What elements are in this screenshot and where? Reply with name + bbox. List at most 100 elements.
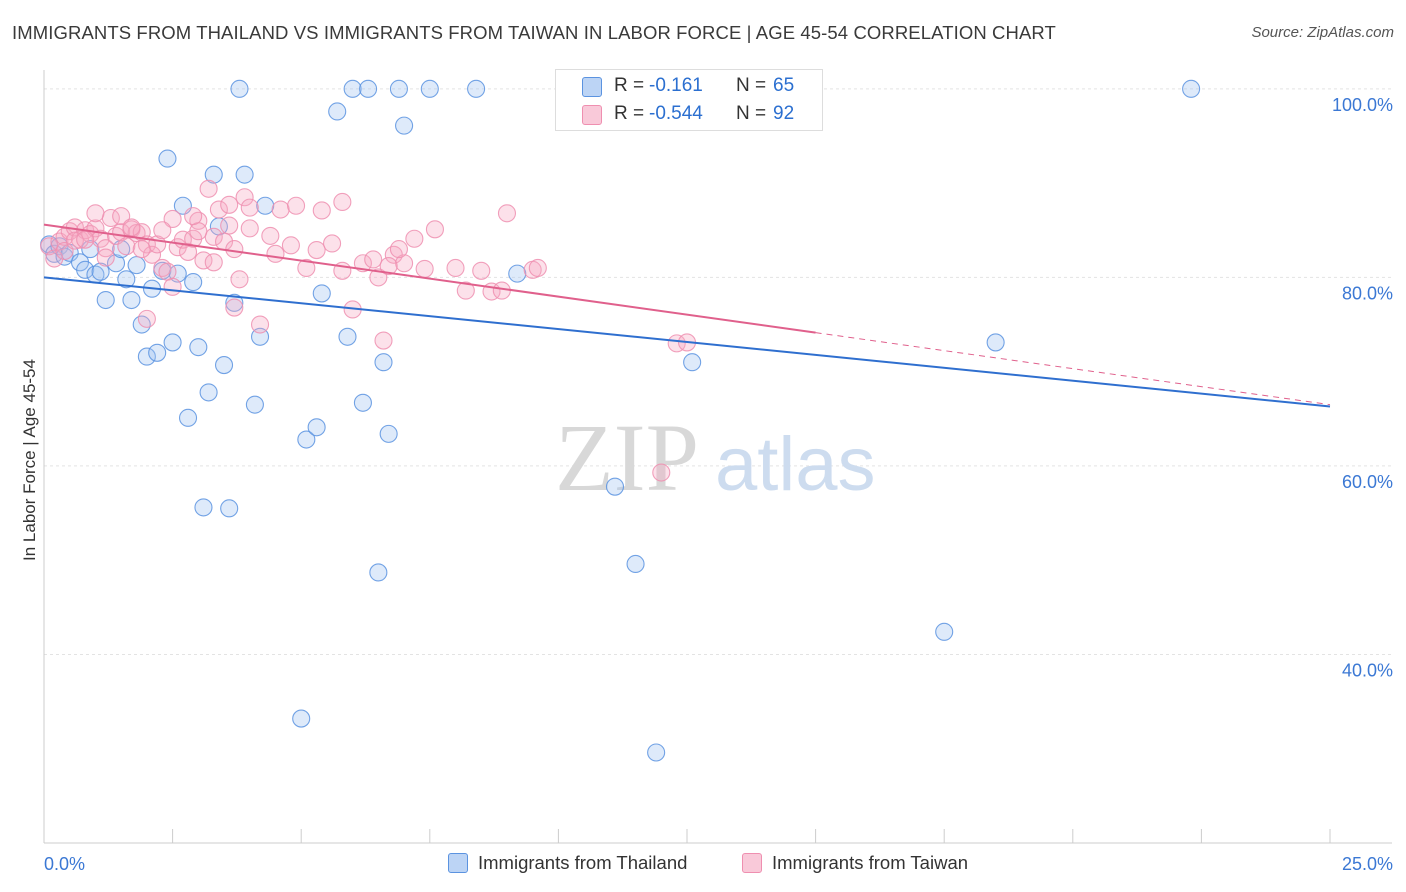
taiwan-point — [492, 281, 511, 300]
taiwan-point — [86, 204, 105, 223]
taiwan-point — [230, 270, 249, 289]
thailand-point — [106, 254, 126, 273]
thailand-point — [292, 709, 311, 728]
thailand-point — [204, 165, 223, 184]
thailand-point — [158, 149, 177, 168]
taiwan-point — [446, 258, 465, 278]
y-tick-label: 40.0% — [1342, 660, 1393, 680]
taiwan-point — [287, 196, 306, 215]
taiwan-point — [425, 220, 444, 239]
taiwan-point — [333, 192, 352, 212]
thailand-point — [1182, 79, 1201, 98]
thailand-point — [420, 79, 439, 98]
thailand-point — [117, 270, 136, 289]
y-axis-label: In Labor Force | Age 45-54 — [20, 359, 39, 561]
legend-item-taiwan[interactable]: Immigrants from Taiwan — [742, 852, 968, 874]
taiwan-trend-line — [43, 223, 816, 334]
thailand-point — [184, 273, 203, 292]
taiwan-point — [225, 240, 244, 259]
legend-swatch-thailand — [448, 853, 468, 873]
legend-label-taiwan: Immigrants from Taiwan — [772, 852, 969, 873]
stats-row-thailand: R = -0.161 N = 65 — [556, 73, 822, 101]
thailand-point — [250, 327, 270, 346]
taiwan-point — [189, 222, 208, 241]
taiwan-point — [112, 207, 131, 226]
legend-item-thailand[interactable]: Immigrants from Thailand — [448, 852, 687, 874]
stats-row-taiwan: R = -0.544 N = 92 — [556, 101, 822, 129]
axes — [43, 70, 1392, 844]
taiwan-point — [307, 241, 326, 260]
thailand-point — [374, 353, 393, 372]
taiwan-point — [142, 245, 162, 264]
taiwan-point — [415, 259, 434, 278]
taiwan-point — [45, 249, 64, 268]
stats-n-label: N = — [736, 75, 767, 96]
thailand-point — [297, 430, 316, 449]
taiwan-point — [353, 254, 372, 273]
taiwan-point — [266, 244, 285, 263]
taiwan-point — [204, 253, 223, 272]
legend: Immigrants from Thailand Immigrants from… — [0, 852, 1406, 878]
stats-r-label: R = — [614, 75, 645, 96]
taiwan-point — [652, 463, 671, 482]
taiwan-point — [395, 254, 414, 273]
taiwan-point — [225, 298, 244, 317]
chart-title: IMMIGRANTS FROM THAILAND VS IMMIGRANTS F… — [12, 22, 1056, 43]
stats-r-value: -0.161 — [649, 75, 703, 96]
thailand-point — [312, 284, 331, 303]
taiwan-point — [374, 331, 393, 350]
thailand-point — [225, 293, 244, 312]
taiwan-point — [281, 236, 300, 255]
taiwan-point — [240, 198, 259, 217]
y-tick-label: 100.0% — [1332, 95, 1393, 115]
taiwan-point — [261, 226, 280, 245]
stats-n-label: N = — [736, 103, 767, 124]
thailand-point — [359, 79, 378, 98]
taiwan-point — [472, 261, 491, 280]
thailand-point — [626, 554, 645, 574]
thailand-point — [178, 408, 198, 427]
taiwan-point — [297, 258, 316, 278]
taiwan-point — [117, 237, 136, 256]
thailand-point — [328, 102, 347, 121]
taiwan-point — [76, 230, 95, 249]
legend-swatch-taiwan — [742, 853, 762, 873]
thailand-point — [379, 424, 398, 443]
thailand-point — [256, 196, 275, 215]
thailand-point — [137, 347, 156, 366]
taiwan-point — [209, 200, 228, 219]
source-credit: Source: ZipAtlas.com — [1251, 24, 1394, 41]
thailand-point — [605, 477, 625, 496]
data-points — [40, 79, 1201, 762]
taiwan-point — [369, 268, 388, 287]
taiwan-point — [364, 250, 383, 269]
thailand-point — [230, 79, 249, 98]
x-tick-label: 0.0% — [44, 854, 85, 874]
taiwan-point — [163, 209, 182, 228]
tick-labels: 100.0% 80.0% 60.0% 40.0% 0.0% 25.0% — [44, 95, 1393, 874]
stats-swatch-thailand — [582, 77, 602, 97]
taiwan-point — [235, 188, 254, 207]
thailand-point — [148, 343, 167, 362]
taiwan-point — [70, 230, 90, 249]
taiwan-point — [312, 201, 331, 220]
thailand-point — [508, 264, 527, 283]
watermark-zip: ZIP — [555, 404, 699, 511]
taiwan-point — [389, 240, 408, 259]
taiwan-point — [132, 240, 151, 259]
taiwan-point — [323, 234, 342, 253]
taiwan-point — [199, 179, 218, 198]
taiwan-point — [271, 200, 290, 219]
stats-box: R = -0.161 N = 65 R = -0.544 N = 92 — [555, 69, 823, 131]
thailand-point — [122, 290, 141, 310]
thailand-point — [395, 116, 414, 135]
taiwan-point — [184, 207, 203, 226]
taiwan-point — [122, 218, 141, 237]
thailand-point — [194, 498, 213, 517]
thailand-point — [307, 418, 326, 437]
stats-n-value: 92 — [773, 103, 795, 124]
thailand-point — [199, 383, 218, 402]
taiwan-point — [250, 315, 270, 334]
taiwan-trend-extension — [815, 332, 1331, 406]
